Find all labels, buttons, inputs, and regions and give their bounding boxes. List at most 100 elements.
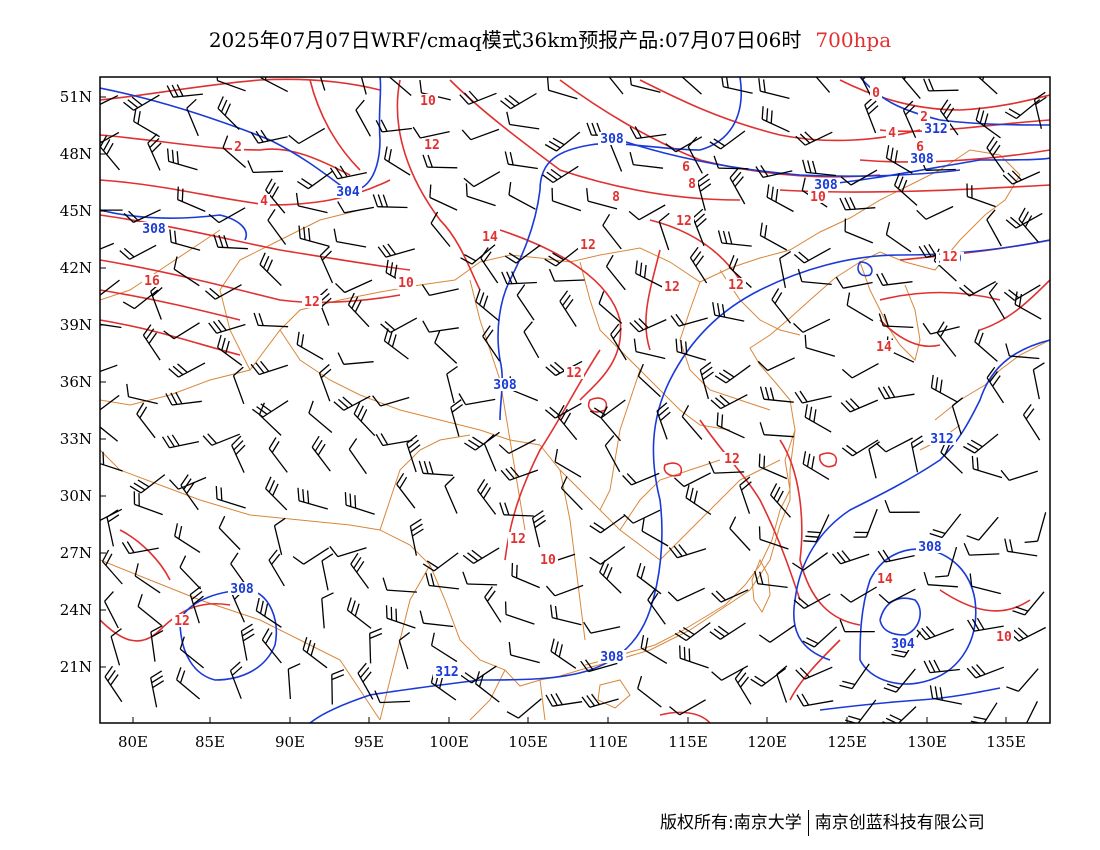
wind-barb bbox=[758, 453, 788, 480]
wind-barb bbox=[794, 390, 832, 404]
lon-label: 120E bbox=[747, 733, 787, 751]
lat-label: 21N bbox=[60, 658, 92, 676]
wind-barb bbox=[902, 100, 917, 138]
wind-barb bbox=[665, 136, 703, 153]
lon-label: 95E bbox=[354, 733, 384, 751]
wind-barb bbox=[383, 146, 411, 176]
wind-barb bbox=[100, 323, 122, 329]
wind-barb bbox=[129, 474, 166, 494]
wind-barb bbox=[329, 165, 367, 180]
wind-barb bbox=[482, 325, 501, 362]
wind-barb bbox=[1000, 469, 1039, 482]
wind-barb bbox=[853, 508, 878, 538]
wind-barb bbox=[963, 542, 1000, 556]
wind-barb bbox=[166, 84, 203, 98]
wind-barb bbox=[100, 209, 123, 211]
contour-label-bg bbox=[722, 452, 742, 465]
contour-label: 304 bbox=[891, 637, 915, 652]
wind-barb bbox=[581, 693, 619, 708]
pressure-level: 700hpa bbox=[815, 28, 892, 52]
wind-barb bbox=[222, 135, 247, 168]
wind-barb bbox=[461, 128, 500, 141]
wind-barb bbox=[841, 439, 879, 457]
wind-barb bbox=[687, 136, 703, 174]
wind-barb bbox=[839, 619, 875, 633]
contour-label-bg bbox=[334, 185, 362, 198]
wind-barb bbox=[100, 364, 118, 373]
wind-barb bbox=[758, 624, 796, 643]
wind-barb bbox=[444, 476, 458, 514]
wind-barb bbox=[641, 518, 669, 547]
wind-barb bbox=[382, 577, 417, 593]
contour-label-bg bbox=[994, 630, 1014, 643]
wind-barb bbox=[804, 404, 832, 433]
wind-barb bbox=[916, 205, 954, 220]
wind-barb bbox=[734, 668, 752, 705]
wind-barb bbox=[971, 455, 1003, 479]
lat-label: 48N bbox=[60, 145, 92, 163]
wind-barb bbox=[875, 437, 913, 453]
wind-barb bbox=[163, 322, 200, 340]
wind-barb bbox=[759, 422, 794, 438]
wind-barb bbox=[860, 77, 873, 98]
wind-barb bbox=[622, 472, 660, 486]
temp-contour bbox=[119, 529, 171, 581]
wind-barb bbox=[586, 188, 618, 210]
wind-barb bbox=[385, 605, 416, 629]
wind-barb bbox=[647, 588, 666, 625]
contour-label-bg bbox=[875, 572, 895, 585]
wind-barb bbox=[709, 130, 746, 150]
contour-label: 12 bbox=[724, 452, 740, 467]
wind-barb bbox=[504, 151, 538, 170]
wind-barb bbox=[966, 183, 996, 208]
wind-barb bbox=[844, 218, 874, 244]
wind-barb bbox=[839, 663, 870, 690]
wind-barb bbox=[406, 434, 421, 473]
wind-barb bbox=[480, 247, 499, 284]
wind-barb bbox=[550, 638, 577, 669]
contour-label-bg bbox=[418, 94, 438, 107]
wind-barb bbox=[460, 665, 497, 684]
wind-barb bbox=[231, 435, 246, 473]
wind-barb bbox=[804, 334, 836, 357]
wind-barb bbox=[795, 666, 833, 680]
wind-barb bbox=[458, 393, 496, 406]
wind-barb bbox=[975, 107, 1001, 139]
wind-barb bbox=[628, 204, 666, 221]
wind-barb bbox=[179, 636, 205, 669]
lon-label: 110E bbox=[588, 733, 628, 751]
contour-label-bg bbox=[914, 140, 926, 153]
wind-barb bbox=[463, 171, 501, 188]
contour-label-bg bbox=[232, 140, 244, 153]
contour-label: 8 bbox=[612, 190, 620, 205]
wind-barb bbox=[430, 211, 451, 247]
contour-label-bg bbox=[302, 295, 322, 308]
contour-label: 0 bbox=[872, 86, 880, 101]
wind-barb bbox=[216, 77, 246, 92]
wind-barb bbox=[936, 321, 957, 357]
wind-barb bbox=[963, 433, 999, 454]
wind-barb bbox=[758, 78, 790, 100]
wind-barb bbox=[173, 256, 200, 287]
wind-barbs bbox=[100, 77, 1047, 723]
wind-barb bbox=[793, 318, 831, 333]
wind-barb bbox=[708, 460, 745, 474]
province-border-6 bbox=[679, 281, 771, 411]
wind-barb bbox=[253, 312, 289, 328]
wind-barb bbox=[717, 230, 752, 247]
wind-barb bbox=[169, 229, 201, 251]
wind-barb bbox=[841, 363, 879, 379]
lat-label: 33N bbox=[60, 430, 92, 448]
wind-barb bbox=[508, 642, 540, 664]
contour-label: 2 bbox=[234, 140, 242, 155]
latitude-axis: 51N 48N 45N 42N 39N 36N 33N 30N 27N 24N 21N bbox=[60, 88, 106, 676]
wind-barb bbox=[771, 288, 792, 324]
contour-label: 12 bbox=[566, 366, 582, 381]
wind-barb bbox=[629, 126, 667, 140]
contour-label-bg bbox=[886, 126, 898, 139]
wind-barb bbox=[728, 254, 752, 288]
wind-barb bbox=[598, 291, 623, 324]
lon-label: 105E bbox=[508, 733, 548, 751]
wind-barb bbox=[499, 502, 534, 517]
wind-barb bbox=[297, 487, 328, 510]
